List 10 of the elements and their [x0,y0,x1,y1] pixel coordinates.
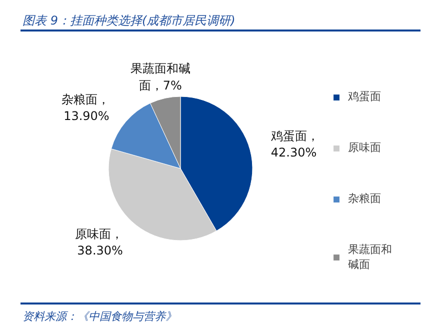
chart-title: 图表 9：挂面种类选择(成都市居民调研) [22,14,236,28]
data-label: 原味面，38.30% [74,226,123,258]
legend-label: 鸡蛋面 [348,89,381,104]
legend-label: 原味面 [348,140,381,155]
data-label: 果蔬面和碱面，7% [130,62,190,92]
data-label: 杂粮面，13.90% [61,92,110,124]
text: 资料来源：《中国食物与营养》 [22,310,176,323]
data-label: 鸡蛋面，42.30% [270,128,319,160]
legend-label: 杂粮面 [348,191,381,206]
legend-label: 果蔬面和碱面 [348,242,392,272]
